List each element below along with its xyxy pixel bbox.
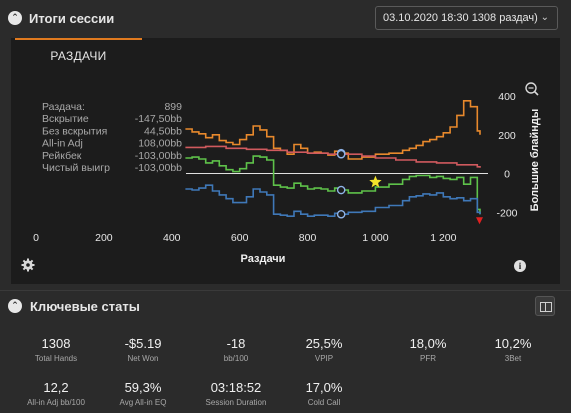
stat-value: 18,0%: [409, 336, 447, 351]
summary-label: Раздача:: [42, 101, 85, 113]
session-select-value: 03.10.2020 18:30 1308 раздач): [383, 12, 538, 24]
session-summary-title: Итоги сессии: [29, 11, 115, 26]
stat-value: 59,3%: [124, 380, 162, 395]
hand-marker: [336, 209, 346, 219]
stat-label: 3Bet: [504, 354, 522, 363]
x-tick-label: 600: [231, 232, 249, 244]
x-tick-label: 200: [95, 232, 113, 244]
y-tick-label: 0: [504, 169, 510, 181]
collapse-session-summary-button[interactable]: ⌃: [8, 11, 22, 25]
tab-hands[interactable]: РАЗДАЧИ: [15, 38, 142, 72]
stat-label: VPIP: [314, 354, 334, 363]
stat-item: 03:18:52 Session Duration: [190, 380, 282, 407]
series-line-showdown: [185, 100, 481, 160]
stat-item: 25,5% VPIP: [278, 336, 370, 363]
summary-label: Рейкбек: [42, 150, 82, 162]
stat-label: PFR: [420, 354, 436, 363]
x-tick-label: 1 000: [362, 232, 388, 244]
stat-label: Avg All-in EQ: [119, 398, 167, 407]
section-divider: [0, 290, 571, 291]
stat-label: Cold Call: [307, 398, 341, 407]
summary-value: -103,00bb: [135, 162, 182, 174]
stat-value: -18: [226, 336, 246, 351]
x-tick-label: 400: [163, 232, 181, 244]
hand-marker: [336, 149, 346, 159]
session-summary-header: ⌃ Итоги сессии 03.10.2020 18:30 1308 раз…: [0, 0, 571, 36]
star-marker-icon: [369, 175, 382, 188]
stat-value: 12,2: [43, 380, 69, 395]
x-tick-label: 0: [33, 232, 39, 244]
settings-gear-icon[interactable]: [21, 258, 35, 272]
summary-value: 44,50bb: [144, 125, 182, 137]
stat-item: 18,0% PFR: [382, 336, 474, 363]
y-tick-label: -200: [496, 207, 517, 219]
stat-value: 1308: [41, 336, 71, 351]
stat-item: -$5.19 Net Won: [97, 336, 189, 363]
stat-value: 10,2%: [494, 336, 532, 351]
summary-label: Без вскрытия: [42, 125, 107, 137]
end-marker-icon: [476, 217, 483, 225]
summary-value: -147,50bb: [135, 113, 182, 125]
summary-value: 108,00bb: [138, 138, 182, 150]
stat-item: 1308 Total Hands: [10, 336, 102, 363]
summary-value: -103,00bb: [135, 150, 182, 162]
stat-item: 10,2% 3Bet: [467, 336, 559, 363]
stat-item: -18 bb/100: [190, 336, 282, 363]
stat-value: -$5.19: [124, 336, 162, 351]
stat-label: Total Hands: [34, 354, 78, 363]
series-line-allin_adj: [185, 155, 481, 215]
summary-label: Вскрытие: [42, 113, 89, 125]
hands-graph-panel: РАЗДАЧИ: [11, 38, 560, 284]
zoom-out-icon[interactable]: [525, 82, 539, 96]
y-axis-label: Большие блайнды: [529, 109, 541, 212]
stat-value: 25,5%: [305, 336, 343, 351]
summary-value: 899: [164, 101, 182, 113]
hand-marker: [336, 185, 346, 195]
stat-label: Session Duration: [205, 398, 267, 407]
x-tick-label: 1 200: [430, 232, 456, 244]
collapse-key-stats-button[interactable]: ⌃: [8, 299, 22, 313]
summary-label: All-in Adj: [42, 138, 83, 150]
session-select[interactable]: 03.10.2020 18:30 1308 раздач) ⌄: [375, 6, 558, 30]
stat-item: 59,3% Avg All-in EQ: [97, 380, 189, 407]
stat-label: Net Won: [127, 354, 159, 363]
series-line-non_showdown: [185, 145, 481, 168]
stat-value: 03:18:52: [210, 380, 262, 395]
stat-label: bb/100: [223, 354, 249, 363]
stat-label: All-in Adj bb/100: [27, 398, 85, 407]
chevron-down-icon: ⌄: [540, 12, 549, 23]
x-tick-label: 800: [299, 232, 317, 244]
stat-value: 17,0%: [305, 380, 343, 395]
x-axis-label: Раздачи: [241, 253, 286, 265]
y-tick-label: 200: [498, 130, 516, 142]
key-stats-title: Ключевые статы: [30, 299, 140, 314]
layout-toggle-button[interactable]: [535, 296, 555, 316]
stat-item: 17,0% Cold Call: [278, 380, 370, 407]
stat-item: 12,2 All-in Adj bb/100: [10, 380, 102, 407]
info-icon[interactable]: i: [514, 260, 526, 272]
summary-label: Чистый выигр: [42, 162, 110, 174]
series-line-net: [185, 184, 481, 217]
y-tick-label: 400: [498, 91, 516, 103]
